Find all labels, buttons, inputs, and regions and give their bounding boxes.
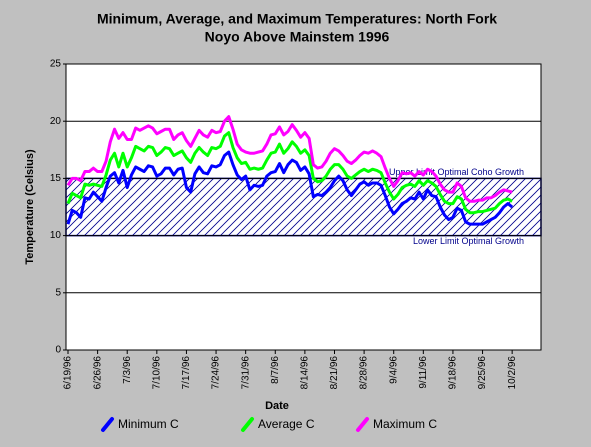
legend-swatch [241, 417, 254, 432]
x-tick-label: 7/31/96 [240, 356, 251, 390]
legend-label: Average C [258, 417, 315, 431]
annotation: Upper Limit Optimal Coho Growth [389, 167, 524, 177]
legend-swatch [356, 417, 369, 432]
chart-title: Minimum, Average, and Maximum Temperatur… [97, 11, 497, 27]
optimal-band [65, 177, 542, 237]
legend-label: Minimum C [118, 417, 179, 431]
legend-label: Maximum C [373, 417, 437, 431]
x-tick-label: 9/11/96 [418, 356, 429, 389]
x-tick-label: 8/28/96 [359, 356, 370, 390]
series-line [66, 150, 514, 226]
x-tick-label: 9/25/96 [477, 356, 488, 390]
plot-border [65, 63, 542, 351]
chart-subtitle: Noyo Above Mainstem 1996 [205, 29, 390, 45]
x-tick-label: 8/7/96 [270, 356, 281, 384]
x-tick-label: 6/19/96 [63, 356, 74, 390]
y-tick-label: 5 [55, 287, 61, 298]
x-tick-label: 8/14/96 [300, 356, 311, 390]
x-tick-label: 7/17/96 [181, 356, 192, 390]
y-tick-label: 15 [50, 173, 62, 184]
series-line [66, 131, 513, 215]
x-axis-title: Date [265, 400, 289, 412]
x-tick-label: 9/18/96 [448, 356, 459, 390]
y-axis-title: Temperature (Celsius) [24, 149, 36, 265]
x-tick-label: 8/21/96 [329, 356, 340, 390]
x-tick-label: 10/2/96 [507, 356, 518, 390]
y-tick-label: 10 [50, 230, 62, 241]
x-tick-label: 7/24/96 [211, 356, 222, 390]
legend-swatch [101, 417, 114, 432]
x-tick-label: 6/26/96 [92, 356, 103, 390]
x-tick-label: 7/10/96 [151, 356, 162, 390]
y-tick-label: 20 [50, 116, 62, 127]
y-tick-label: 0 [55, 345, 61, 356]
y-tick-label: 25 [50, 59, 62, 70]
series-line [66, 115, 513, 203]
x-tick-label: 7/3/96 [122, 356, 133, 384]
annotation: Lower Limit Optimal Growth [413, 236, 524, 246]
x-tick-label: 9/4/96 [388, 356, 399, 384]
